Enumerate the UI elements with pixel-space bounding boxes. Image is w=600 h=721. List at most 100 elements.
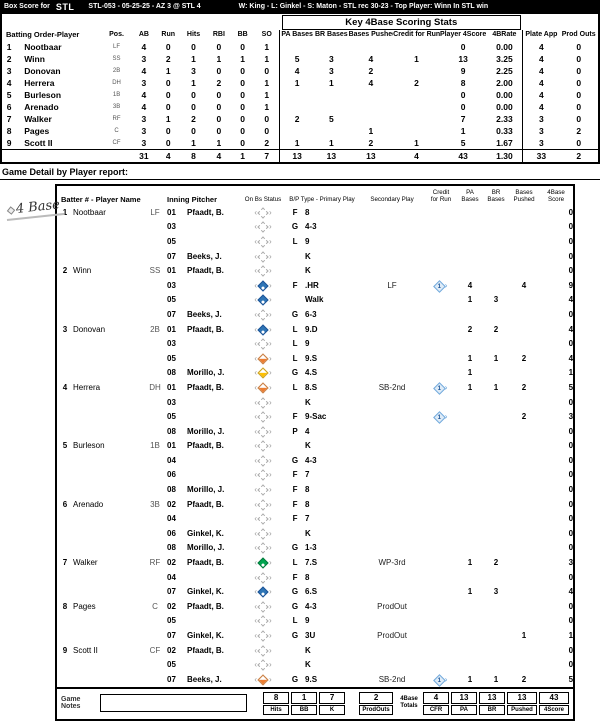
br-bases — [483, 570, 509, 585]
batter-position — [143, 307, 167, 322]
chevron-left-icon: ‹ — [254, 558, 258, 568]
player-4score: 7 — [460, 114, 466, 124]
chevron-left-icon: ‹ — [254, 324, 258, 334]
inning: 01 — [167, 266, 176, 276]
inning: 05 — [167, 236, 176, 246]
col-header-onbs: On Bs Status — [244, 196, 282, 203]
pa-bases — [457, 205, 483, 220]
plate-app: 4 — [522, 53, 560, 65]
credit-for-run-cell — [425, 599, 457, 614]
hits: 0 — [191, 42, 196, 52]
secondary-play — [359, 614, 425, 629]
batter-position — [143, 453, 167, 468]
player-name: Herrera — [24, 78, 55, 88]
primary-play: Walk — [305, 295, 324, 305]
plate-appearance-row: 5 Burleson 1B 01 Pfaadt, B. ‹ › K 0 — [57, 439, 573, 454]
onbase-status: ‹ › — [241, 322, 285, 337]
plate-appearance-row: 4 Herrera DH 01 Pfaadt, B. ‹ › L 8.S SB-2… — [57, 380, 573, 395]
ab: 4 — [141, 66, 147, 76]
chevron-right-icon: › — [269, 528, 272, 538]
batter-position — [143, 541, 167, 556]
chevron-left-icon: ‹ — [254, 426, 258, 436]
pa-bases: 1 — [467, 368, 473, 378]
rbi: 2 — [216, 78, 222, 88]
batter-number — [57, 468, 73, 483]
detail-table: Batter # - Player Name Inning Pitcher On… — [57, 186, 573, 687]
pitcher: Ginkel, K. — [187, 587, 224, 597]
bp-type: L — [292, 324, 298, 334]
player-name: Nootbaar — [24, 42, 62, 52]
onbase-status: ‹ › — [241, 439, 285, 454]
col-header: Bases Pushed — [348, 31, 394, 38]
bp-type — [285, 263, 305, 278]
col-header: Prod Outs — [561, 31, 596, 38]
inning: 07 — [167, 309, 176, 319]
box-score-row: 6 Arenado 3B 4 0 0 0 0 1 0 0.00 4 0 — [2, 101, 598, 113]
bp-type: G — [291, 368, 299, 378]
plate-appearance-row: 3 Donovan 2B 01 Pfaadt, B. ‹ › L 9.D 2 2 … — [57, 322, 573, 337]
col-header: RBI — [212, 31, 225, 38]
ab: 3 — [141, 54, 147, 64]
batter-position — [143, 614, 167, 629]
batter-position — [143, 584, 167, 599]
credit-for-run — [393, 41, 440, 53]
pitcher — [187, 657, 241, 672]
batter-position: 1B — [150, 441, 160, 451]
pa-bases — [457, 511, 483, 526]
bases-pushed — [509, 366, 539, 381]
chevron-left-icon: ‹ — [254, 674, 258, 684]
chevron-left-icon: ‹ — [254, 222, 258, 232]
pitcher — [187, 234, 241, 249]
fourbase-score: 0 — [568, 236, 574, 246]
chevron-left-icon: ‹ — [254, 353, 258, 363]
batter-number — [57, 657, 73, 672]
primary-play: 7 — [305, 514, 310, 524]
fourbase-score: 0 — [568, 514, 574, 524]
credit-for-run — [393, 125, 440, 137]
chevron-right-icon: › — [269, 572, 272, 582]
batter-position — [143, 220, 167, 235]
batter-position — [143, 409, 167, 424]
credit-for-run-cell — [425, 643, 457, 658]
inning: 03 — [167, 222, 176, 232]
pitcher: Pfaadt, B. — [187, 441, 224, 451]
fourbase-totals: 4 CFR 13 PA 13 BR 13 Pushed 43 4Score — [421, 691, 569, 715]
batter-name — [73, 278, 143, 293]
primary-play: K — [305, 645, 311, 655]
chevron-left-icon: ‹ — [254, 601, 258, 611]
rbi: 1 — [216, 54, 222, 64]
primary-play: 4-3 — [305, 601, 317, 611]
game-notes-input[interactable] — [99, 694, 248, 713]
plate-appearance-row: 2 Winn SS 01 Pfaadt, B. ‹ › K 0 — [57, 263, 573, 278]
pitcher — [187, 614, 241, 629]
onbase-status: ‹ › — [241, 366, 285, 381]
batter-number — [57, 220, 73, 235]
onbase-status: ‹ › — [241, 526, 285, 541]
bp-type: G — [291, 631, 299, 641]
bases-pushed: 1 — [521, 631, 527, 641]
chevron-left-icon: ‹ — [254, 339, 258, 349]
onbase-status-none-icon: ‹ › — [254, 396, 272, 409]
pa-bases — [457, 599, 483, 614]
plate-appearance-row: 03 ‹ › L 9 0 — [57, 336, 573, 351]
br-bases — [483, 468, 509, 483]
inning: 05 — [167, 616, 176, 626]
credit-for-run-cell — [425, 541, 457, 556]
pitcher — [187, 293, 241, 308]
run: 2 — [165, 54, 171, 64]
run: 0 — [165, 78, 171, 88]
primary-play: 7.S — [305, 558, 318, 568]
hits: 3 — [191, 66, 196, 76]
bases-pushed — [509, 511, 539, 526]
credit-for-run-cell — [425, 570, 457, 585]
game-result-line: W: King - L: Ginkel - S: Maton - STL rec… — [238, 3, 489, 10]
onbase-status-none-icon: ‹ › — [254, 236, 272, 248]
br-bases — [314, 41, 348, 53]
credit-for-run-cell — [425, 395, 457, 410]
bp-type: F — [292, 412, 298, 422]
bp-type: L — [292, 616, 298, 626]
plate-appearance-row: 04 ‹ › G 4-3 0 — [57, 453, 573, 468]
pa-bases — [457, 468, 483, 483]
hits: 1 — [191, 78, 196, 88]
plate-appearance-row: 08 Morillo, J. ‹ › G 4.S 1 1 — [57, 366, 573, 381]
